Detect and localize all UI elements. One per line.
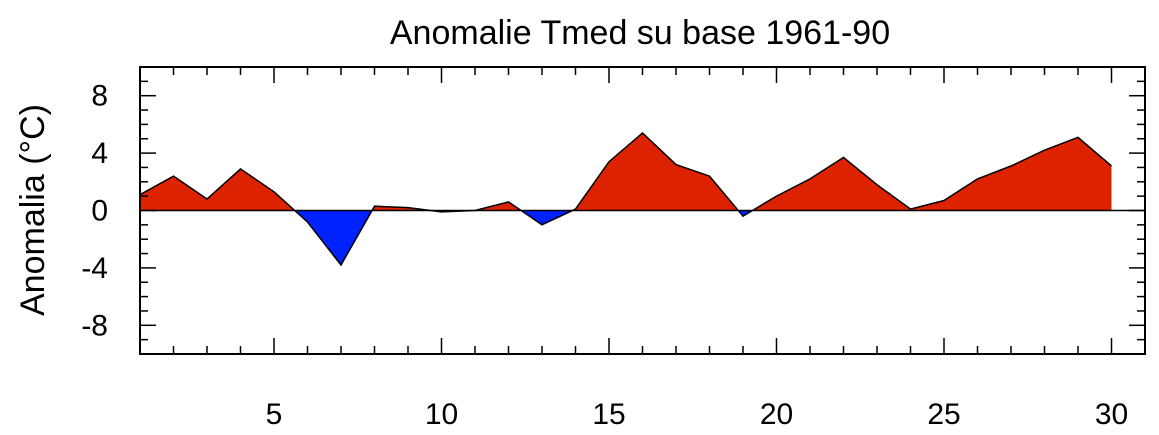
y-tick-label: -4: [81, 252, 108, 285]
x-tick-label: 20: [760, 398, 793, 431]
x-tick-label: 30: [1095, 398, 1128, 431]
x-tick-label: 15: [592, 398, 625, 431]
anomaly-series-line: [139, 131, 1112, 267]
y-axis-label: Anomalia (°C): [14, 104, 52, 316]
y-tick-label: -8: [81, 309, 108, 342]
y-tick-label: 4: [91, 137, 108, 170]
positive-anomaly-area: [572, 133, 739, 211]
positive-anomaly-area: [140, 168, 295, 211]
plot-frame: [139, 66, 1146, 355]
x-tick-label: 25: [927, 398, 960, 431]
x-tick-label: 10: [425, 398, 458, 431]
chart-title: Anomalie Tmed su base 1961-90: [390, 14, 890, 52]
positive-anomaly-area: [752, 137, 1112, 211]
anomaly-fills: [140, 133, 1112, 265]
x-tick-label: 5: [266, 398, 283, 431]
axis-tick-labels: 5 10 15 20 25 30 -8 -4 0 4 8: [81, 80, 1128, 431]
y-tick-label: 0: [91, 195, 108, 228]
negative-anomaly-area: [294, 210, 372, 265]
negative-anomaly-area: [521, 210, 573, 225]
y-tick-label: 8: [91, 80, 108, 113]
positive-anomaly-area: [475, 201, 522, 211]
